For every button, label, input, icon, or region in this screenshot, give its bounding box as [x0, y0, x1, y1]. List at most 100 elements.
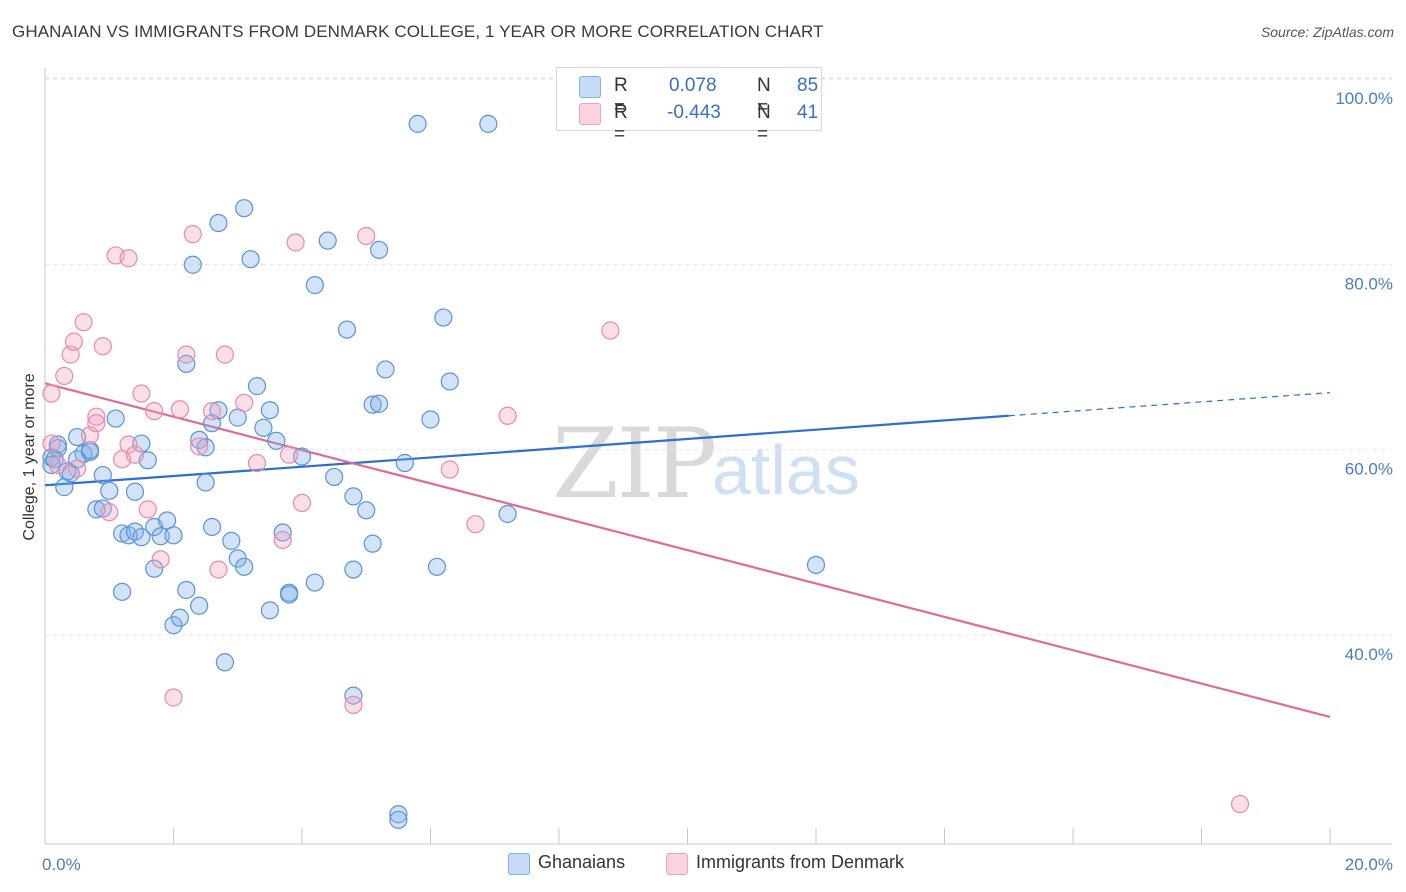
ghanaian-point — [305, 276, 324, 295]
ghanaian-point — [209, 401, 228, 420]
denmark-point — [202, 402, 222, 421]
ghanaian-point — [145, 559, 164, 578]
ghanaian-point — [389, 805, 408, 824]
ghanaian-point — [363, 395, 382, 414]
watermark-atlas: atlas — [712, 431, 860, 509]
legend-r-value: 0.078 — [669, 75, 717, 96]
chart-title: GHANAIAN VS IMMIGRANTS FROM DENMARK COLL… — [12, 22, 824, 41]
ghanaian-point — [427, 557, 447, 576]
ghanaian-point — [337, 320, 357, 339]
legend-n-label: N = — [757, 75, 771, 118]
ghanaian-point — [370, 240, 389, 259]
ghanaian-point — [202, 517, 222, 537]
denmark-point — [55, 366, 74, 386]
ghanaian-trend-line — [44, 414, 1009, 487]
denmark-point — [177, 345, 196, 364]
denmark-point — [119, 435, 138, 454]
ghanaian-trend-extension — [1008, 392, 1331, 417]
denmark-point — [138, 500, 157, 519]
ghanaian-point — [479, 114, 498, 133]
ghanaian-point — [177, 580, 196, 600]
denmark-point — [68, 459, 87, 478]
legend-r-label: R = — [614, 75, 628, 118]
denmark-point — [42, 434, 61, 453]
ghanaian-point — [434, 308, 453, 327]
ghanaian-point — [344, 686, 363, 705]
ghanaian-point — [132, 528, 151, 547]
denmark-point — [48, 455, 67, 474]
denmark-point — [344, 695, 363, 714]
ghanaian-point — [183, 255, 202, 274]
denmark-point — [125, 445, 145, 464]
denmark-point — [151, 550, 170, 569]
ghanaian-point — [395, 453, 414, 473]
ghanaian-point — [344, 487, 363, 506]
ghanaian-point — [376, 360, 395, 379]
denmark-point — [100, 503, 119, 522]
denmark-point — [132, 384, 151, 403]
denmark-point — [1230, 794, 1250, 814]
ghanaian-point — [421, 410, 440, 429]
denmark-point — [280, 445, 299, 464]
bottom-legend-swatch-ghanaians — [508, 853, 530, 875]
ghanaian-point — [318, 231, 337, 250]
legend-n-value: 41 — [797, 102, 819, 123]
ghanaian-point — [215, 653, 234, 672]
denmark-point — [498, 406, 517, 425]
ghanaian-point — [235, 557, 254, 576]
legend-swatch-ghanaians — [579, 76, 601, 98]
denmark-point — [247, 453, 267, 473]
ghanaian-point — [241, 250, 260, 269]
denmark-point — [235, 393, 254, 412]
ghanaian-point — [254, 418, 273, 437]
denmark-point — [164, 688, 183, 707]
ghanaian-point — [280, 585, 299, 604]
denmark-point — [183, 225, 202, 244]
ghanaian-point — [100, 481, 119, 500]
legend-n-value: 85 — [797, 75, 819, 96]
ghanaian-point — [42, 455, 61, 474]
ghanaian-point — [190, 596, 209, 615]
denmark-point — [190, 437, 209, 456]
data-points — [42, 114, 1250, 829]
y-tick-label: 80.0% — [1345, 274, 1393, 293]
legend-r-label: R = — [614, 102, 628, 145]
y-axis-label: College, 1 year or more — [21, 373, 38, 540]
watermark-zip: ZIP — [552, 408, 717, 520]
y-tick-label: 60.0% — [1345, 460, 1393, 479]
ghanaian-point — [363, 534, 382, 553]
denmark-point — [440, 460, 459, 479]
x-tick-label: 20.0% — [1345, 855, 1393, 874]
ghanaian-point — [305, 573, 324, 592]
denmark-point — [357, 226, 376, 246]
ghanaian-point — [440, 372, 459, 391]
ghanaian-point — [370, 394, 389, 413]
denmark-point — [170, 400, 190, 419]
denmark-point — [215, 345, 234, 364]
ghanaian-point — [177, 354, 196, 373]
ghanaian-point — [498, 504, 517, 524]
denmark-point — [292, 493, 312, 512]
denmark-point — [93, 337, 112, 356]
ghanaian-point — [106, 409, 125, 428]
y-tick-label: 100.0% — [1335, 89, 1393, 108]
ghanaian-point — [196, 473, 215, 492]
denmark-point — [87, 414, 106, 433]
denmark-point — [209, 560, 228, 579]
denmark-point — [74, 313, 93, 332]
ghanaian-point — [68, 450, 87, 469]
bottom-legend-label: Immigrants from Denmark — [696, 852, 905, 872]
ghanaian-point — [125, 482, 145, 501]
ghanaian-point — [235, 199, 254, 218]
legend-swatch-denmark — [579, 103, 601, 125]
denmark-point — [273, 530, 292, 550]
ghanaian-point — [247, 377, 267, 396]
ghanaian-point — [170, 608, 190, 627]
ghanaian-point — [260, 601, 279, 620]
ghanaian-point — [344, 560, 363, 579]
legend-r-value: -0.443 — [667, 102, 721, 123]
denmark-point — [64, 332, 84, 351]
tick-labels: 100.0% 80.0% 60.0% 40.0% 0.0% 20.0% — [42, 89, 1393, 874]
bottom-legend-swatch-denmark — [666, 853, 688, 875]
